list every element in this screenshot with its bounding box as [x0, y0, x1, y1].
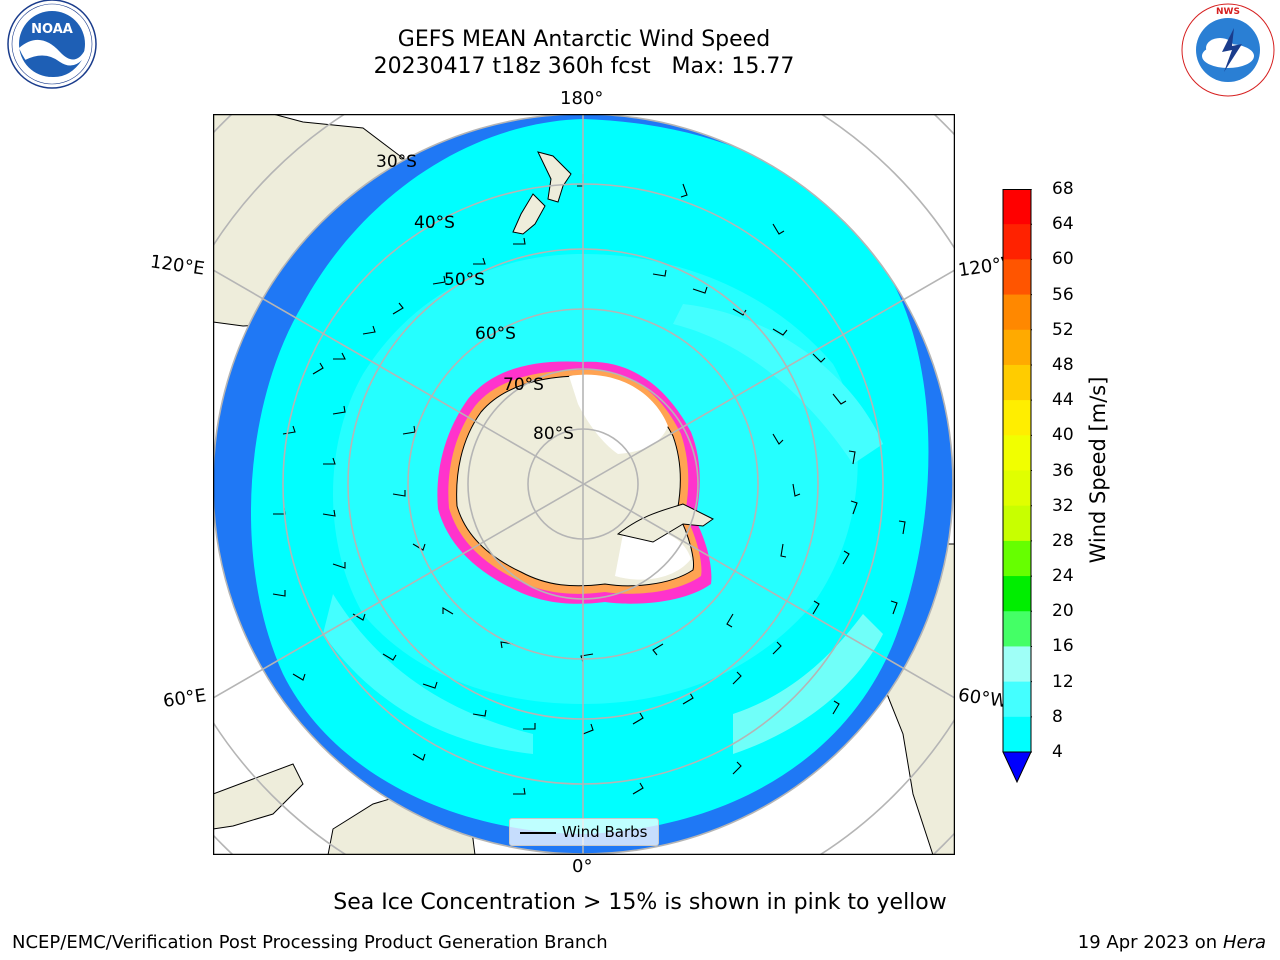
- chart-title: GEFS MEAN Antarctic Wind Speed: [397, 27, 771, 52]
- map-legend: Wind Barbs: [509, 818, 659, 846]
- colorbar-band: [1003, 540, 1031, 577]
- lon-label-0: 0°: [572, 856, 593, 877]
- colorbar-tick-label: 24: [1052, 566, 1074, 587]
- colorbar-band: [1003, 716, 1031, 753]
- africa-landmass: [213, 763, 304, 830]
- colorbar-tick-label: 64: [1052, 214, 1074, 235]
- sea-ice-caption: Sea Ice Concentration > 15% is shown in …: [333, 890, 947, 915]
- nws-logo: NWS: [1181, 3, 1275, 97]
- colorbar-title: Wind Speed [m/s]: [1086, 376, 1110, 564]
- colorbar-tick-label: 12: [1052, 671, 1074, 692]
- colorbar-band: [1003, 189, 1031, 225]
- colorbar-tick-label: 20: [1052, 601, 1074, 622]
- colorbar-tick-label: 8: [1052, 706, 1063, 727]
- footer-credit: NCEP/EMC/Verification Post Processing Pr…: [12, 932, 608, 953]
- colorbar-tick-label: 16: [1052, 636, 1074, 657]
- colorbar-tick-label: 44: [1052, 390, 1074, 411]
- noaa-logo-text: NOAA: [31, 22, 73, 37]
- chart-subtitle: 20230417 t18z 360h fcst Max: 15.77: [373, 54, 795, 79]
- footer-date-text: 19 Apr 2023 on: [1077, 932, 1223, 953]
- colorbar-band: [1003, 294, 1031, 331]
- colorbar-band: [1003, 611, 1031, 647]
- colorbar-tick-label: 52: [1052, 319, 1074, 340]
- weddell-ice-shelf: [615, 530, 691, 580]
- wind-barb-legend-line: [520, 832, 556, 834]
- wind-speed-colorbar: [1002, 189, 1032, 783]
- lon-label-60e: 60°E: [161, 685, 208, 712]
- colorbar-band: [1003, 576, 1031, 612]
- lat-label-60s: 60°S: [475, 324, 516, 344]
- colorbar-band: [1003, 505, 1031, 542]
- colorbar-tick-label: 28: [1052, 530, 1074, 551]
- colorbar-band: [1003, 435, 1031, 471]
- colorbar-tick-label: 4: [1052, 742, 1063, 762]
- colorbar-extend-arrow: [1002, 751, 1032, 783]
- graticule: [213, 114, 955, 855]
- colorbar-tick-label: 48: [1052, 354, 1074, 375]
- colorbar-band: [1003, 364, 1031, 401]
- wind-barb-legend-label: Wind Barbs: [562, 823, 648, 841]
- colorbar-tick-label: 56: [1052, 284, 1074, 305]
- colorbar-tick-label: 40: [1052, 425, 1074, 446]
- colorbar-tick-label: 36: [1052, 460, 1074, 481]
- lat-label-50s: 50°S: [444, 270, 485, 290]
- footer-machine: Hera: [1222, 932, 1266, 953]
- lon-label-180: 180°: [560, 88, 604, 109]
- colorbar-band: [1003, 681, 1031, 718]
- lon-label-120e: 120°E: [148, 251, 206, 280]
- colorbar-band: [1003, 329, 1031, 366]
- lat-label-70s: 70°S: [503, 375, 544, 395]
- lat-label-80s: 80°S: [533, 424, 574, 444]
- colorbar-band: [1003, 224, 1031, 260]
- colorbar-band: [1003, 470, 1031, 507]
- colorbar-band: [1003, 646, 1031, 683]
- footer-date: 19 Apr 2023 on Hera: [1078, 932, 1266, 953]
- svg-text:NWS: NWS: [1216, 7, 1240, 17]
- lat-label-30s: 30°S: [376, 152, 417, 172]
- antarctic-map: [213, 114, 955, 855]
- ross-ice-shelf: [569, 374, 668, 454]
- noaa-logo: NOAA: [7, 0, 97, 89]
- lat-label-40s: 40°S: [414, 213, 455, 233]
- colorbar-tick-label: 68: [1052, 179, 1074, 199]
- colorbar-tick-label: 32: [1052, 495, 1074, 516]
- colorbar-band: [1003, 259, 1031, 296]
- new-zealand-landmass: [537, 151, 572, 203]
- colorbar-band: [1003, 400, 1031, 436]
- wind-barbs: [272, 174, 906, 795]
- colorbar-tick-label: 60: [1052, 249, 1074, 270]
